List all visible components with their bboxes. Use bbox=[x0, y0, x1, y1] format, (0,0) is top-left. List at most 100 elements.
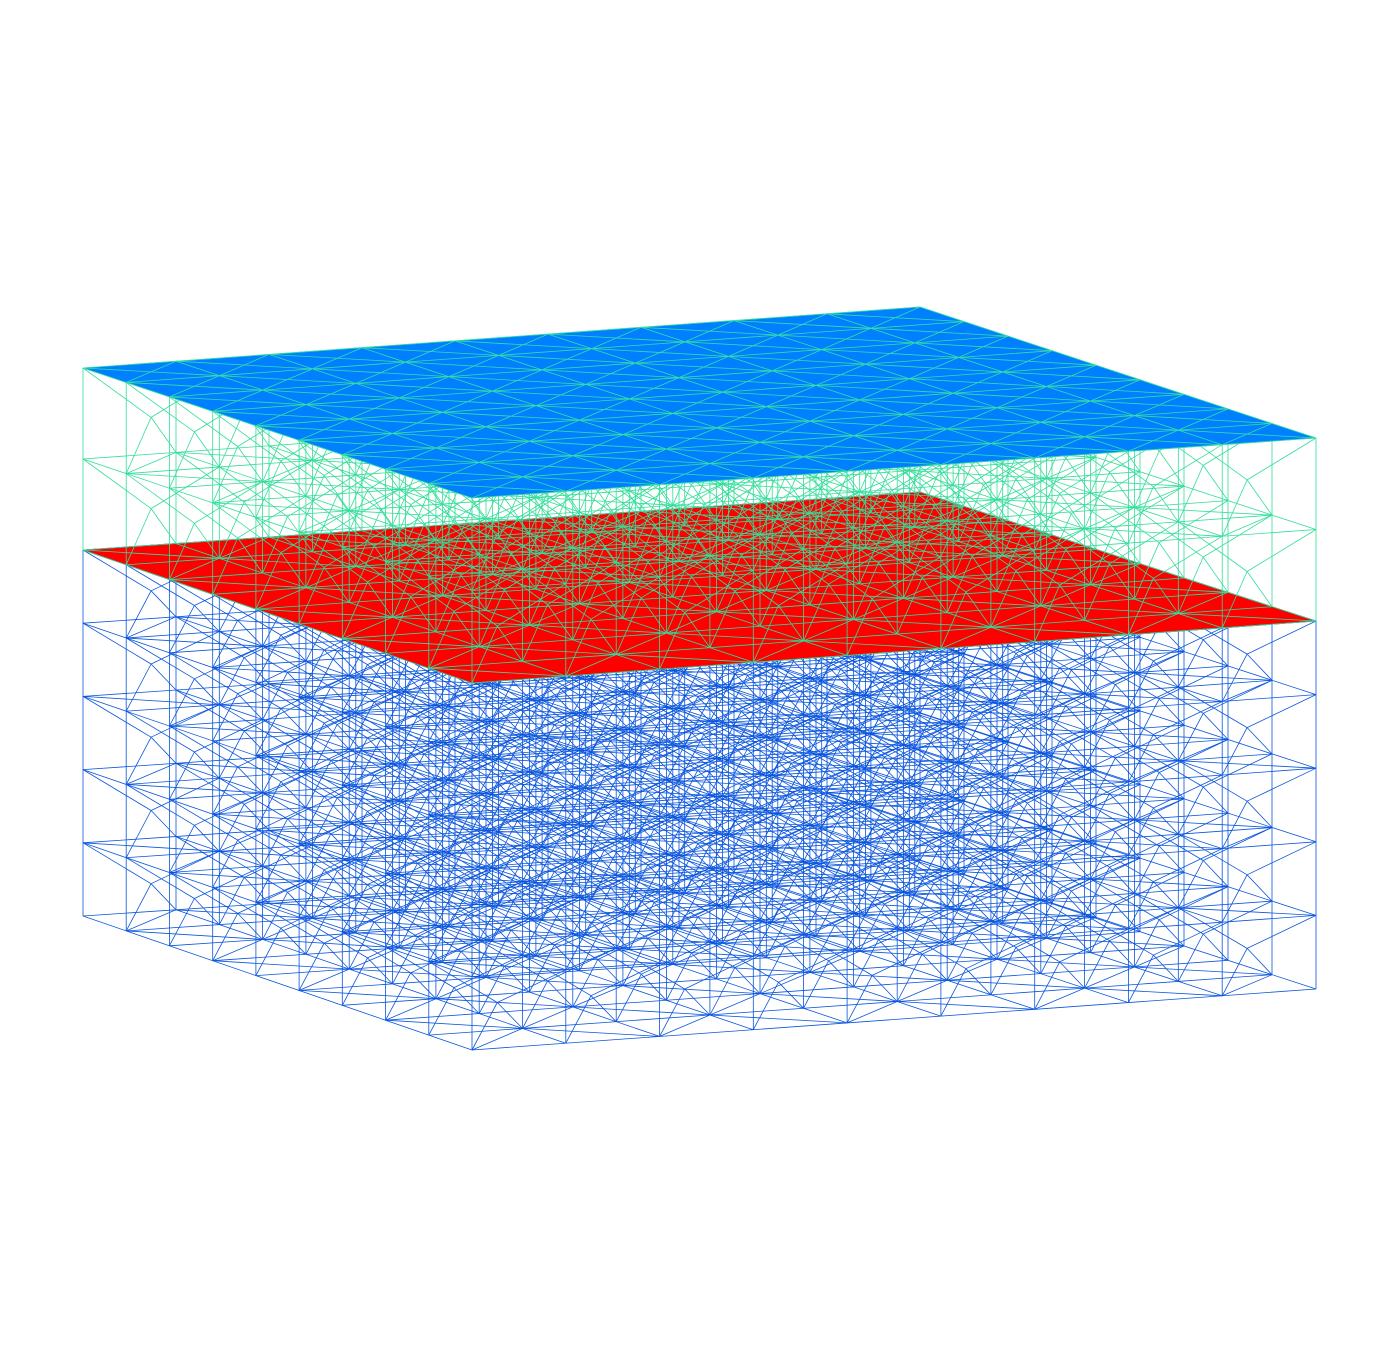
top-surface-edge bbox=[733, 320, 1129, 452]
mesh-edge bbox=[634, 490, 661, 547]
mesh-edge bbox=[262, 792, 332, 835]
mesh-edge bbox=[903, 918, 929, 966]
mesh-edge bbox=[298, 942, 325, 991]
mesh-edge bbox=[826, 792, 1223, 923]
mesh-edge bbox=[566, 726, 592, 753]
mesh-edge bbox=[853, 527, 923, 578]
mesh-edge bbox=[298, 843, 368, 885]
mesh-edge bbox=[971, 859, 998, 886]
mesh-edge bbox=[778, 761, 804, 789]
mesh-edge bbox=[1134, 772, 1160, 820]
mesh-edge bbox=[591, 531, 729, 541]
mesh-edge bbox=[784, 799, 811, 826]
mesh-edge bbox=[622, 791, 649, 839]
mesh-edge bbox=[1090, 731, 1229, 740]
mesh-edge bbox=[870, 806, 940, 849]
top-surface-edge bbox=[616, 448, 667, 471]
mesh-edge bbox=[921, 733, 948, 760]
mesh-edge bbox=[547, 833, 574, 861]
mesh-edge bbox=[971, 464, 998, 500]
mesh-edge bbox=[194, 431, 220, 468]
mesh-edge bbox=[971, 785, 998, 813]
mesh-edge bbox=[1134, 845, 1160, 894]
top-surface-edge bbox=[1178, 408, 1229, 431]
mesh-edge bbox=[1071, 471, 1141, 515]
mesh-edge bbox=[615, 947, 685, 990]
mesh-edge bbox=[703, 807, 729, 835]
mesh-edge bbox=[903, 818, 973, 860]
mesh-edge bbox=[1021, 657, 1091, 692]
mesh-edge bbox=[337, 764, 406, 799]
mesh-edge bbox=[523, 752, 592, 786]
mesh-edge bbox=[772, 901, 822, 923]
mesh-edge bbox=[871, 901, 898, 929]
mesh-edge bbox=[341, 581, 368, 639]
mesh-edge bbox=[504, 712, 573, 747]
mesh-edge bbox=[728, 518, 778, 541]
mesh-edge bbox=[802, 733, 872, 767]
mesh-edge bbox=[169, 751, 195, 800]
mesh-edge bbox=[460, 771, 530, 805]
mesh-edge bbox=[622, 938, 649, 986]
mesh-edge bbox=[1034, 584, 1061, 642]
mesh-edge bbox=[435, 704, 573, 714]
mesh-edge bbox=[653, 828, 680, 856]
mesh-edge bbox=[547, 727, 617, 762]
mesh-edge bbox=[1065, 778, 1091, 806]
mesh-edge bbox=[417, 862, 443, 890]
mesh-edge bbox=[884, 903, 910, 931]
mesh-edge bbox=[579, 776, 605, 825]
mesh-edge bbox=[1178, 907, 1248, 949]
top-surface-edge bbox=[471, 437, 1317, 499]
mesh-edge bbox=[1134, 966, 1273, 976]
mesh-edge bbox=[342, 577, 1185, 640]
mesh-edge bbox=[312, 871, 338, 919]
mesh-edge bbox=[125, 710, 195, 753]
mesh-edge bbox=[777, 792, 828, 814]
mesh-edge bbox=[965, 894, 992, 922]
mesh-edge bbox=[709, 747, 736, 795]
top-surface-edge bbox=[219, 354, 270, 377]
mesh-edge bbox=[903, 744, 973, 787]
mesh-edge bbox=[1084, 507, 1135, 529]
mesh-edge bbox=[958, 835, 1028, 877]
mesh-edge bbox=[1090, 878, 1160, 921]
mesh-edge bbox=[871, 506, 898, 543]
mesh-edge bbox=[597, 959, 624, 986]
mesh-edge bbox=[312, 771, 450, 781]
mesh-edge bbox=[641, 555, 711, 599]
mesh-edge bbox=[1246, 767, 1317, 802]
mesh-edge bbox=[766, 737, 836, 779]
mesh-edge bbox=[268, 536, 406, 546]
mesh-edge bbox=[821, 901, 959, 910]
mesh-edge bbox=[622, 838, 692, 880]
mesh-edge bbox=[703, 504, 729, 541]
mesh-edge bbox=[777, 518, 915, 528]
mesh-edge bbox=[1034, 961, 1061, 1010]
mesh-edge bbox=[1084, 914, 1154, 956]
mesh-edge bbox=[691, 879, 717, 906]
mesh-edge bbox=[1134, 819, 1273, 828]
mesh-edge bbox=[1109, 940, 1135, 968]
mesh-edge bbox=[355, 812, 382, 860]
mesh-edge bbox=[640, 510, 1035, 643]
mesh-edge bbox=[585, 934, 723, 944]
mesh-edge bbox=[722, 822, 748, 870]
mesh-edge bbox=[542, 553, 680, 562]
mesh-edge bbox=[921, 577, 948, 613]
mesh-edge bbox=[846, 598, 873, 656]
mesh-edge bbox=[522, 954, 592, 997]
mesh-edge bbox=[522, 881, 660, 890]
mesh-edge bbox=[1134, 945, 1185, 968]
mesh-edge bbox=[933, 809, 959, 837]
mesh-edge bbox=[255, 916, 1097, 976]
mesh-edge bbox=[772, 753, 822, 776]
mesh-edge bbox=[1158, 772, 1185, 800]
mesh-edge bbox=[305, 531, 332, 588]
mesh-edge bbox=[547, 517, 942, 649]
mesh-edge bbox=[1071, 743, 1097, 771]
mesh-edge bbox=[853, 619, 991, 628]
mesh-edge bbox=[914, 747, 984, 790]
mesh-edge bbox=[914, 774, 940, 822]
mesh-edge bbox=[834, 777, 860, 805]
